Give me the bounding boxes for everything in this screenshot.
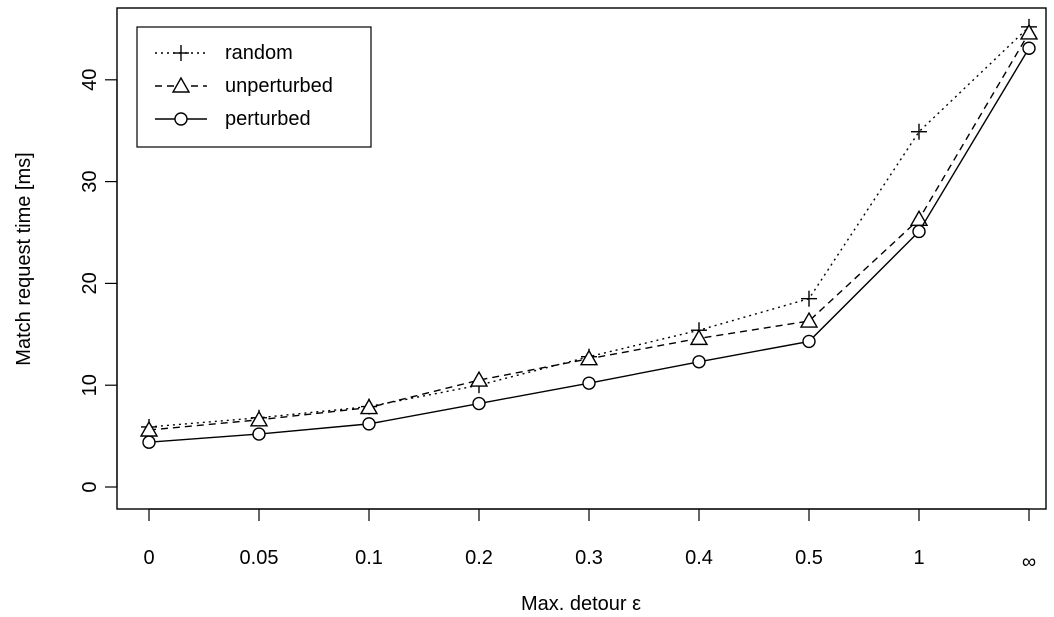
x-tick-label-0-5: 0.5: [795, 547, 823, 569]
legend-item-perturbed: perturbed: [155, 108, 311, 130]
y-tick-label: 40: [79, 69, 101, 91]
y-tick-label: 10: [79, 374, 101, 396]
y-axis: 0 10 20 30 40: [79, 69, 118, 493]
legend: random unperturbed perturbed: [136, 26, 372, 148]
legend-item-unperturbed: unperturbed: [155, 75, 333, 97]
data-point-unperturbed: [689, 328, 709, 346]
legend-marker-random: [173, 45, 189, 61]
x-axis: 0 0.05 0.1 0.2 0.3 0.4 0.5 1 ∞: [143, 508, 1036, 573]
x-tick-label-0-2: 0.2: [465, 547, 493, 569]
legend-item-random: random: [155, 42, 293, 64]
x-tick-label-0-05: 0.05: [240, 547, 279, 569]
y-tick-label: 0: [79, 481, 101, 492]
y-axis-label: Match request time [ms]: [13, 152, 35, 365]
data-point-unperturbed: [359, 398, 379, 415]
data-point-perturbed: [472, 396, 486, 411]
data-point-unperturbed: [799, 311, 819, 328]
x-tick-label-inf: ∞: [1022, 551, 1036, 573]
data-point-unperturbed: [1019, 23, 1039, 40]
y-tick-label: 20: [79, 272, 101, 294]
data-point-unperturbed: [579, 349, 599, 366]
data-point-perturbed: [802, 334, 816, 349]
x-axis-label: Max. detour ε: [521, 593, 641, 615]
data-point-unperturbed: [469, 370, 489, 387]
legend-label-unperturbed: unperturbed: [225, 75, 333, 97]
legend-label-perturbed: perturbed: [225, 108, 311, 130]
x-tick-label-0-1: 0.1: [355, 547, 383, 569]
data-point-random: [801, 290, 817, 307]
y-tick-label: 30: [79, 170, 101, 192]
x-tick-label-1: 1: [913, 547, 924, 569]
data-point-perturbed: [582, 376, 596, 390]
data-point-perturbed: [912, 224, 926, 239]
data-point-unperturbed: [249, 410, 269, 427]
data-point-perturbed: [252, 427, 266, 441]
x-tick-label-0-3: 0.3: [575, 547, 603, 569]
legend-label-random: random: [225, 42, 293, 64]
data-point-perturbed: [362, 417, 376, 431]
series-perturbed: [142, 41, 1036, 449]
data-point-perturbed: [142, 435, 156, 449]
data-point-perturbed: [1022, 41, 1036, 55]
series-layer: [139, 18, 1039, 449]
legend-marker-perturbed: [174, 112, 188, 126]
x-tick-label-0-4: 0.4: [685, 547, 713, 569]
x-tick-label-0: 0: [143, 547, 154, 569]
legend-marker-unperturbed: [171, 76, 191, 93]
data-point-perturbed: [692, 355, 706, 369]
data-point-random: [911, 123, 927, 140]
